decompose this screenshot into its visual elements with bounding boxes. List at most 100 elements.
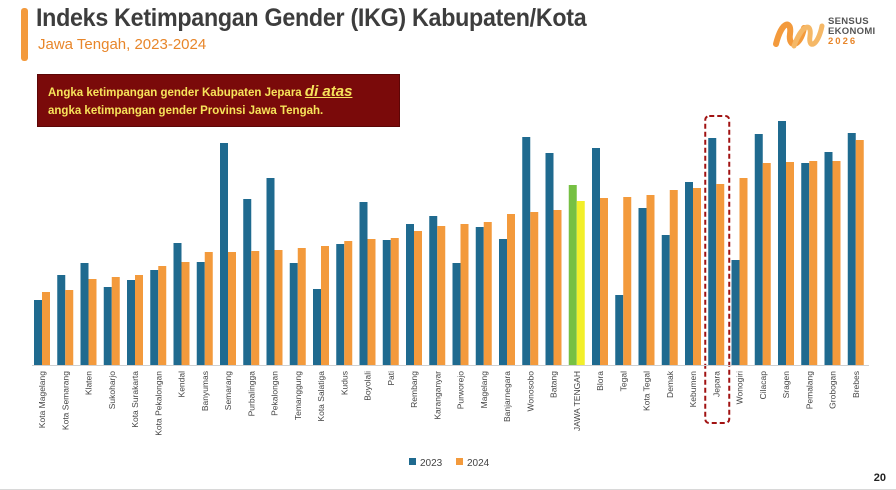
title-accent-bar — [21, 8, 28, 61]
x-tick-label-11: Temanggung — [293, 371, 303, 420]
page-title: Indeks Ketimpangan Gender (IKG) Kabupate… — [36, 4, 587, 32]
bar-2024-5 — [158, 266, 167, 365]
bar-2023-27 — [661, 235, 670, 365]
sensus-ekonomi-logo: SENSUS EKONOMI 2026 — [772, 14, 892, 54]
bar-2023-33 — [801, 163, 810, 365]
legend-swatch-2023 — [409, 458, 416, 465]
x-tick-label-31: Cilacap — [758, 371, 768, 400]
x-tick-label-5: Kota Pekalongan — [153, 371, 163, 436]
x-tick-label-27: Demak — [665, 370, 675, 398]
bar-2023-2 — [80, 263, 89, 365]
legend-label-2023: 2023 — [420, 458, 443, 469]
x-tick-label-13: Kudus — [339, 371, 349, 395]
bar-2024-32 — [786, 162, 794, 365]
x-tick-label-9: Purbalingga — [246, 371, 256, 417]
x-tick-label-35: Brebes — [851, 371, 861, 398]
bar-2024-19 — [483, 222, 492, 365]
bar-2023-6 — [173, 243, 182, 365]
bar-2023-25 — [615, 295, 624, 365]
bar-2024-27 — [669, 190, 678, 365]
logo-line-sensus: SENSUS — [828, 16, 869, 27]
bar-2024-33 — [809, 161, 818, 365]
x-tick-label-4: Kota Surakarta — [130, 371, 140, 428]
bar-2023-26 — [638, 208, 647, 365]
bar-2023-30 — [731, 260, 740, 365]
bar-2024-11 — [297, 248, 306, 365]
callout-line-2: angka ketimpangan gender Provinsi Jawa T… — [48, 105, 324, 117]
x-tick-label-6: Kendal — [177, 371, 187, 398]
bar-2023-35 — [847, 133, 856, 365]
bar-2023-18 — [452, 263, 461, 365]
bar-2024-0 — [42, 292, 50, 365]
bar-2023-13 — [336, 244, 345, 365]
bar-2024-15 — [390, 238, 399, 365]
bar-2024-22 — [553, 210, 562, 365]
bar-2024-13 — [344, 241, 353, 365]
x-tick-label-17: Karanganyar — [432, 371, 442, 420]
bar-2024-20 — [507, 214, 515, 365]
x-tick-label-2: Klaten — [84, 371, 94, 395]
bar-2024-31 — [762, 163, 771, 365]
bar-2023-3 — [103, 287, 112, 365]
logo-line-ekonomi: EKONOMI — [828, 26, 876, 37]
bar-2023-19 — [475, 227, 484, 365]
bar-2024-23 — [576, 201, 585, 365]
bar-2024-28 — [693, 188, 701, 365]
legend-label-2024: 2024 — [467, 458, 490, 469]
bar-2023-10 — [266, 178, 275, 365]
legend-swatch-2024 — [456, 458, 463, 465]
x-tick-label-32: Sragen — [781, 371, 791, 399]
bar-2023-11 — [289, 263, 298, 365]
bar-2023-24 — [592, 148, 600, 365]
x-tick-label-15: Pati — [386, 371, 396, 386]
jepara-highlight-box — [704, 115, 731, 424]
x-tick-label-1: Kota Semarang — [60, 371, 70, 430]
bar-2024-6 — [181, 262, 190, 365]
x-tick-label-21: Wonosobo — [525, 371, 535, 412]
x-tick-label-30: Wonogiri — [735, 371, 745, 404]
bar-2023-22 — [545, 153, 554, 365]
x-tick-label-34: Grobogan — [828, 371, 838, 409]
x-tick-label-8: Semarang — [223, 371, 233, 410]
callout-emphasis: di atas — [304, 83, 353, 100]
bar-2024-9 — [251, 251, 260, 365]
bar-2024-18 — [460, 224, 469, 365]
bar-2023-9 — [243, 199, 252, 365]
x-tick-label-29: Jepara — [711, 371, 721, 397]
bar-2023-29 — [708, 138, 717, 365]
bar-2023-31 — [754, 134, 763, 365]
bar-2023-15 — [382, 240, 391, 365]
bar-2023-32 — [778, 121, 786, 365]
bar-2024-12 — [321, 246, 329, 365]
x-tick-label-19: Magelang — [479, 371, 489, 409]
bar-2023-7 — [196, 262, 205, 365]
bar-2024-10 — [274, 250, 283, 365]
bar-2024-8 — [228, 252, 236, 365]
bar-2023-17 — [429, 216, 438, 365]
bar-2024-25 — [623, 197, 632, 365]
x-tick-label-14: Boyolali — [363, 371, 373, 401]
page-number: 20 — [873, 472, 886, 484]
bar-2024-14 — [367, 239, 376, 365]
x-tick-label-7: Banyumas — [200, 371, 210, 411]
bar-2024-4 — [135, 275, 143, 365]
x-tick-label-28: Kebumen — [688, 371, 698, 408]
bar-2024-2 — [88, 279, 97, 365]
logo-wordmark: SENSUS EKONOMI 2026 — [828, 17, 876, 47]
bar-2024-26 — [646, 195, 655, 365]
callout-box: Angka ketimpangan gender Kabupaten Jepar… — [37, 74, 400, 127]
bar-2024-30 — [739, 178, 748, 365]
bar-2024-34 — [832, 161, 841, 365]
bar-2024-21 — [530, 212, 539, 365]
x-tick-label-26: Kota Tegal — [642, 371, 652, 411]
bar-2023-14 — [359, 202, 368, 365]
x-tick-label-33: Pemalang — [804, 371, 814, 410]
bar-2024-35 — [855, 140, 864, 365]
callout-line-1: Angka ketimpangan gender Kabupaten Jepar… — [48, 83, 389, 102]
x-tick-label-25: Tegal — [618, 371, 628, 391]
bar-2023-34 — [824, 152, 833, 365]
x-tick-label-16: Rembang — [409, 371, 419, 408]
logo-line-year: 2026 — [828, 36, 858, 47]
bar-2024-17 — [437, 226, 446, 365]
